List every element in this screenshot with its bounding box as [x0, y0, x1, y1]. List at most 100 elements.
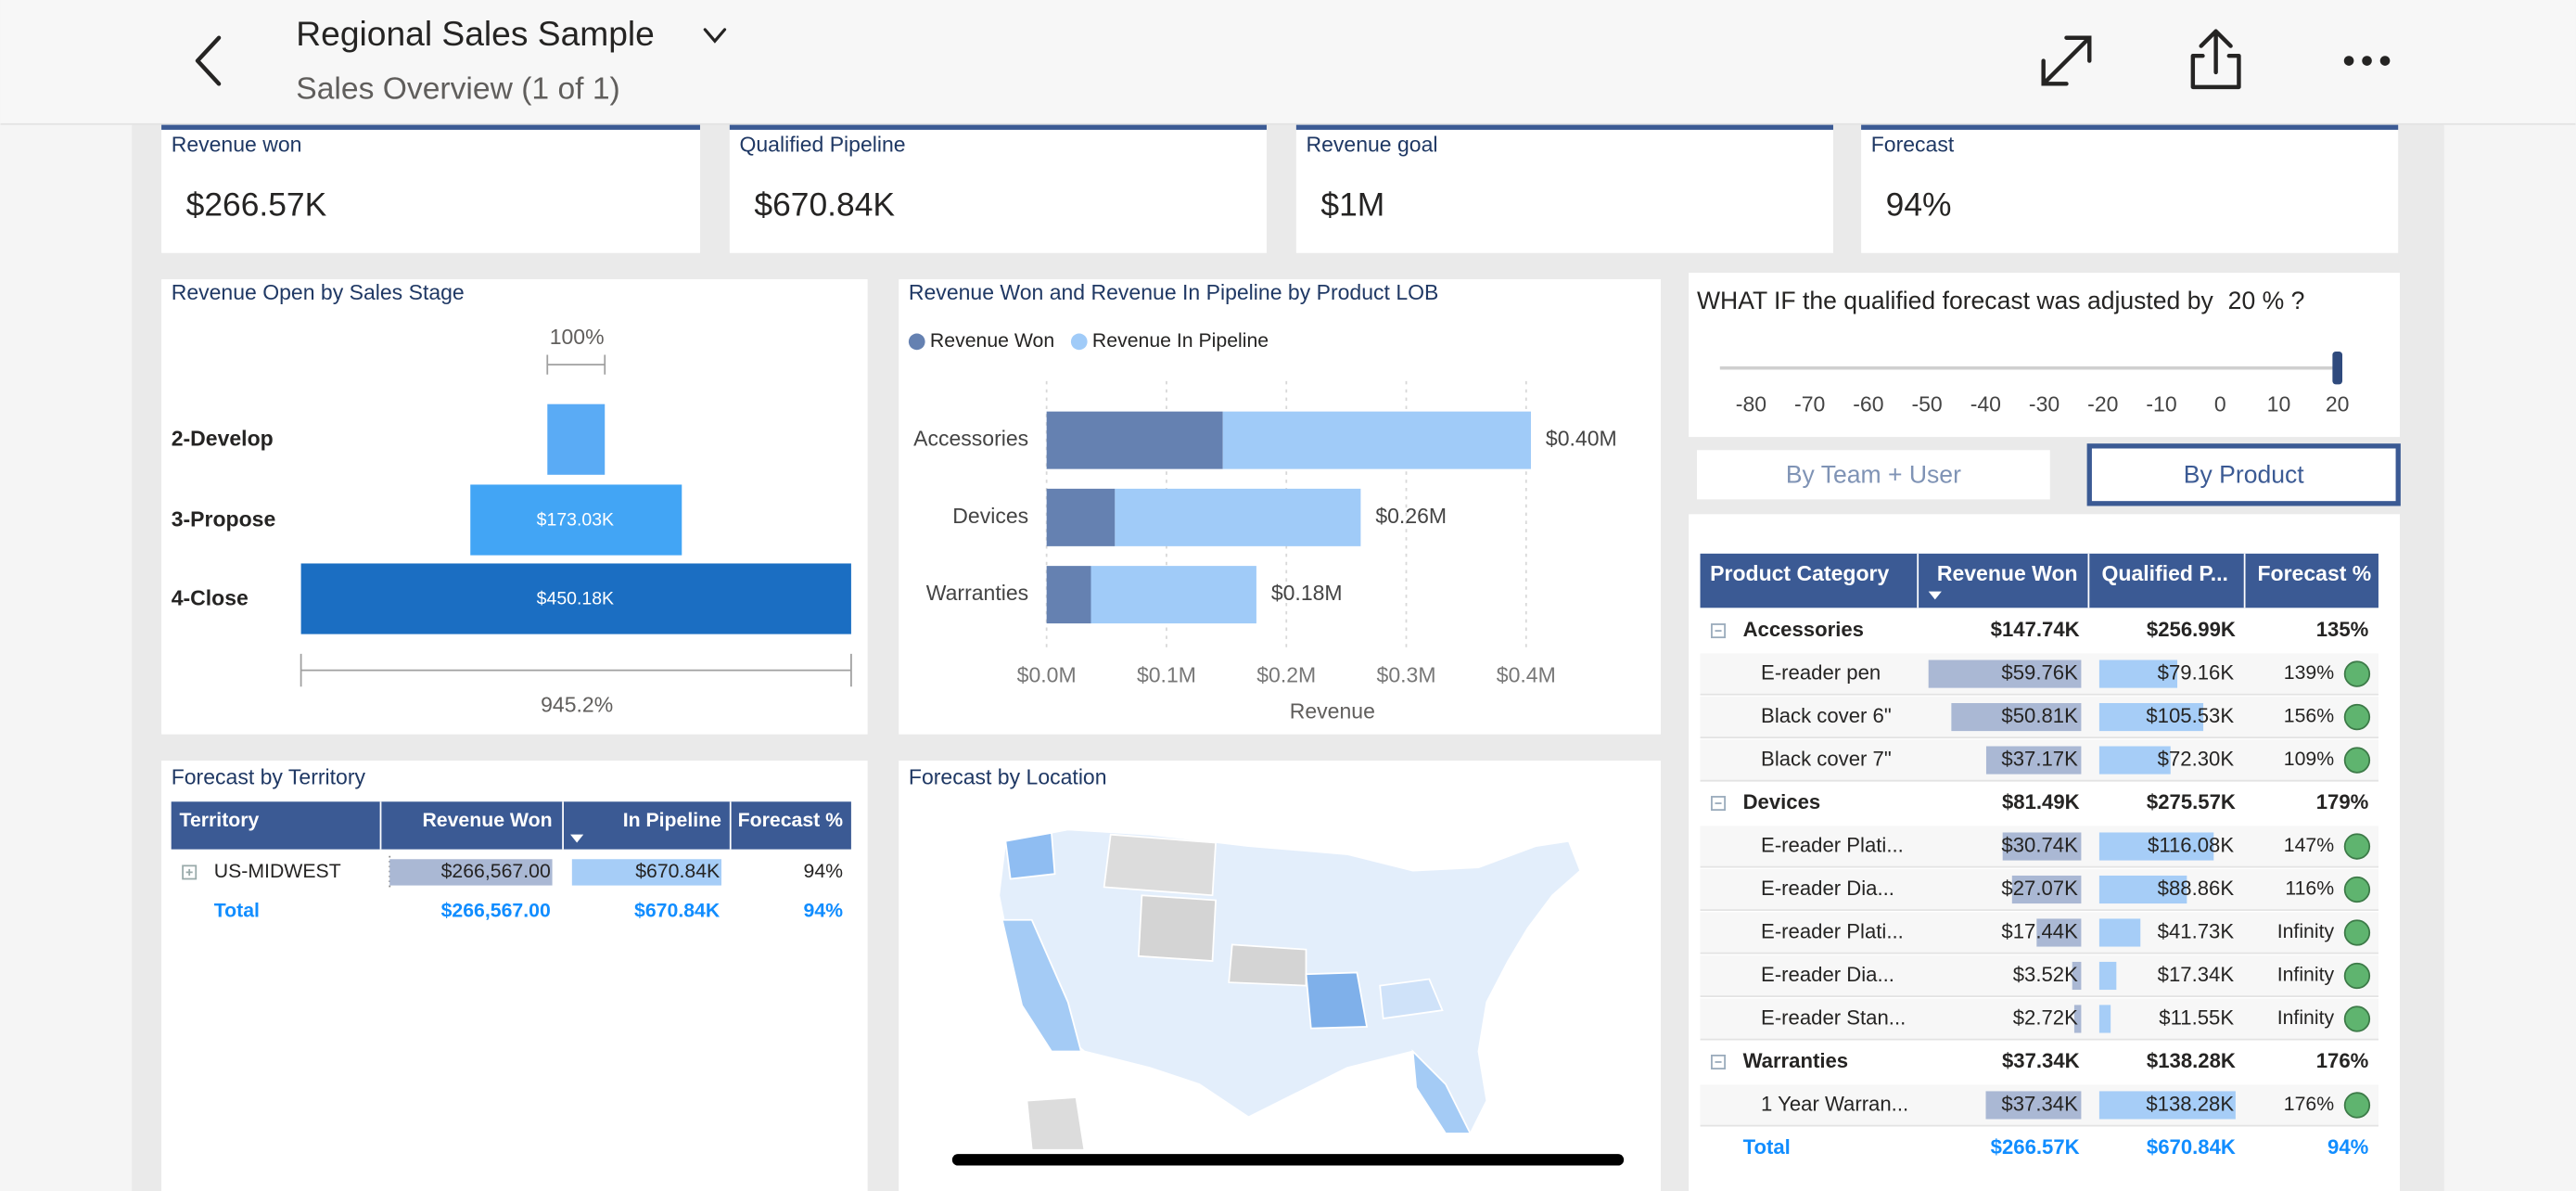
bar-total-label: $0.18M [1271, 581, 1343, 605]
cell: 94% [804, 860, 844, 882]
status-indicator [2343, 833, 2371, 860]
table-header [1700, 553, 2378, 608]
cell: $41.73K [2158, 919, 2235, 942]
cell: $37.17K [2001, 747, 2078, 770]
data-bar [2002, 832, 2082, 861]
chart-title: Revenue Open by Sales Stage [172, 280, 465, 304]
table-header [171, 801, 851, 850]
kpi-value: 94% [1886, 186, 1952, 224]
back-button[interactable] [195, 35, 222, 86]
slider-tick-label: 10 [2267, 392, 2291, 416]
y-tick-label: Warranties [926, 581, 1028, 605]
data-bar [2098, 1091, 2236, 1120]
share-button[interactable] [2190, 29, 2241, 90]
cell: 109% [2284, 748, 2334, 770]
bar-segment [1046, 566, 1091, 624]
item-name: E-reader pen [1761, 660, 1881, 684]
legend-label: Revenue In Pipeline [1092, 329, 1269, 352]
cell: Infinity [2277, 1006, 2335, 1029]
slider-tick-label: -70 [1794, 392, 1825, 416]
funnel-bar [300, 563, 851, 634]
cell: 176% [2284, 1093, 2334, 1115]
table-title: Forecast by Territory [172, 765, 366, 789]
cell: $11.55K [2159, 1005, 2234, 1029]
cell: $266,567.00 [441, 860, 551, 882]
status-indicator [2343, 962, 2371, 990]
cell: $81.49K [2002, 790, 2080, 813]
column-header: Territory [180, 809, 260, 831]
funnel-bar [470, 484, 682, 556]
data-bar [2098, 918, 2141, 947]
cell: $17.44K [2001, 919, 2078, 942]
item-name: Black cover 7" [1761, 747, 1892, 770]
sort-arrow [570, 834, 584, 843]
data-bar [2011, 875, 2082, 904]
funnel-top-label: 100% [550, 325, 605, 349]
report-title: Regional Sales Sample [296, 14, 655, 53]
item-name: 1 Year Warran... [1761, 1092, 1908, 1115]
funnel-bar [547, 403, 606, 475]
group-name: Accessories [1743, 618, 1864, 641]
tab[interactable] [1696, 450, 2050, 500]
kpi-accent [729, 124, 1267, 130]
slider-value: 20 % ? [2228, 287, 2305, 314]
total-cell: 94% [804, 900, 844, 922]
cell: $670.84K [635, 860, 720, 882]
cell: $275.57K [2147, 790, 2236, 813]
bar-segment [1046, 411, 1223, 469]
cell: $30.74K [2001, 833, 2078, 856]
slider-tick-label: -20 [2087, 392, 2118, 416]
funnel-bottom-label: 945.2% [541, 693, 613, 717]
cell: $2.72K [2013, 1005, 2078, 1029]
data-bar [2098, 660, 2178, 688]
title-dropdown[interactable] [703, 28, 727, 44]
report-subtitle: Sales Overview (1 of 1) [296, 71, 619, 106]
cell: 135% [2316, 618, 2369, 641]
x-tick-label: $0.2M [1256, 663, 1316, 687]
slider-tick-label: 20 [2326, 392, 2350, 416]
column-header: Forecast % [2257, 561, 2371, 585]
legend-label: Revenue Won [930, 329, 1054, 352]
cell: $105.53K [2146, 704, 2234, 727]
data-bar [2098, 961, 2117, 991]
expand-toggle[interactable] [182, 864, 198, 880]
total-cell: $266,567.00 [441, 900, 551, 922]
tab[interactable] [2086, 443, 2401, 506]
dynamic-layer: Revenue won $266.57K Qualified Pipeline $67… [161, 124, 2401, 1159]
row-background [1700, 998, 2378, 1040]
x-tick-label: $0.4M [1497, 663, 1556, 687]
expand-button[interactable] [2041, 35, 2092, 86]
data-bar [389, 859, 553, 886]
tab-label[interactable]: By Product [2184, 461, 2304, 489]
tab-label[interactable]: By Team + User [1786, 461, 1961, 489]
slider-thumb[interactable] [2332, 352, 2343, 385]
cell: $50.81K [2001, 704, 2078, 727]
map-title: Forecast by Location [909, 765, 1107, 789]
kpi-label: Qualified Pipeline [739, 133, 905, 157]
data-bar [1985, 1091, 2082, 1120]
cell: $116.08K [2148, 833, 2234, 856]
cell: $138.28K [2146, 1092, 2234, 1115]
slider-tick-label: -30 [2029, 392, 2060, 416]
kpi-label: Forecast [1871, 133, 1955, 157]
data-bar [1951, 703, 2082, 732]
cell: 176% [2316, 1049, 2369, 1072]
status-indicator [2343, 1092, 2371, 1119]
column-header: Qualified P... [2102, 561, 2228, 585]
slider-tick-label: -40 [1970, 392, 2001, 416]
collapse-toggle[interactable] [1711, 1055, 1726, 1069]
data-bar [571, 859, 721, 886]
total-cell: $266.57K [1991, 1135, 2080, 1159]
kpi-card [729, 124, 1267, 253]
cell: $72.30K [2158, 747, 2235, 770]
kpi-accent [1295, 124, 1833, 130]
slider-tick-label: -80 [1736, 392, 1766, 416]
collapse-toggle[interactable] [1711, 796, 1726, 812]
header-bar [0, 0, 2576, 123]
bar-total-label: $0.40M [1546, 427, 1617, 451]
collapse-toggle[interactable] [1711, 623, 1726, 639]
more-button[interactable] [2343, 56, 2391, 66]
bar-segment [1115, 488, 1361, 546]
cell: 116% [2285, 877, 2334, 900]
total-label: Total [1743, 1135, 1791, 1159]
